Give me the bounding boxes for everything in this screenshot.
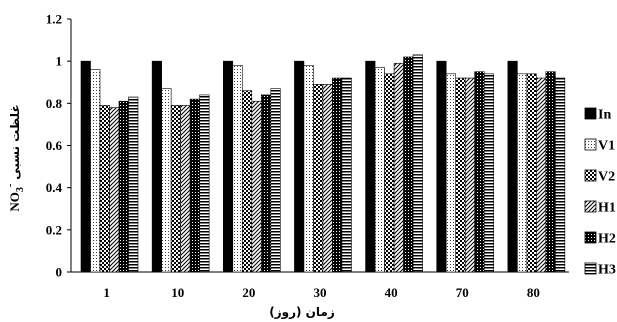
bar-in-80 — [507, 60, 518, 273]
bar-h1-70 — [464, 77, 476, 273]
legend-label-h1: H1 — [598, 201, 616, 216]
bar-h3-1 — [128, 96, 139, 273]
y-tick-label: 0.4 — [46, 180, 63, 195]
legend-swatch-h2 — [584, 231, 597, 244]
legend-label-v1: V1 — [598, 139, 615, 154]
bar-v2-40 — [384, 73, 395, 273]
y-tick-label: 1.2 — [46, 12, 62, 27]
bar-v1-80 — [517, 73, 528, 273]
bar-h1-10 — [180, 105, 191, 273]
bar-h2-10 — [189, 98, 200, 273]
y-tick-label: 1 — [56, 54, 63, 69]
bar-h2-80 — [545, 71, 556, 273]
bar-v1-1 — [90, 69, 101, 273]
bar-group — [80, 54, 566, 273]
x-axis-ticks: 1 10 20 30 40 70 80 — [103, 285, 540, 300]
x-tick-label: 80 — [527, 285, 540, 300]
bar-in-10 — [151, 60, 162, 273]
bar-in-1 — [80, 60, 91, 273]
y-axis-title-text: غلظت نسبی — [8, 104, 22, 179]
x-tick-label: 30 — [314, 285, 327, 300]
bar-in-70 — [436, 60, 447, 273]
y-axis-ticks: 0 0.2 0.4 0.6 0.8 1 1.2 — [46, 12, 71, 280]
bar-in-30 — [294, 60, 305, 273]
bar-h3-30 — [341, 77, 352, 273]
bar-in-20 — [222, 60, 234, 273]
bar-v2-1 — [99, 105, 110, 273]
bar-h2-1 — [118, 100, 129, 273]
bar-v2-10 — [170, 105, 181, 273]
bar-in-40 — [365, 60, 376, 273]
y-tick-label: 0 — [56, 265, 63, 280]
bar-h3-20 — [270, 88, 281, 273]
bar-h2-40 — [403, 56, 414, 273]
y-axis-title-superscript: - — [5, 184, 16, 187]
legend-swatch-h1 — [584, 200, 597, 213]
x-tick-label: 40 — [385, 285, 398, 300]
bar-h1-40 — [393, 62, 404, 273]
legend-label-v2: V2 — [598, 170, 615, 185]
bar-v2-80 — [526, 73, 537, 273]
bar-v1-70 — [445, 73, 457, 273]
bar-h3-70 — [483, 73, 495, 273]
x-tick-label: 20 — [242, 285, 255, 300]
x-tick-label: 1 — [103, 285, 110, 300]
x-axis-title: زمان (روز) — [269, 305, 335, 320]
bar-v1-10 — [161, 88, 172, 273]
y-tick-label: 0.2 — [46, 222, 62, 237]
bar-v1-30 — [303, 65, 314, 273]
legend-swatch-in — [584, 107, 597, 120]
bar-v2-20 — [241, 90, 253, 273]
legend-label-in: In — [598, 108, 611, 123]
y-axis-title: NO3- غلظت نسبی — [5, 104, 26, 211]
y-axis-title-formula: NO — [7, 192, 22, 212]
bar-v2-30 — [313, 84, 324, 273]
y-tick-label: 0.6 — [46, 138, 63, 153]
legend-swatch-v1 — [584, 138, 597, 151]
bar-h3-10 — [199, 94, 210, 273]
x-tick-label: 70 — [456, 285, 469, 300]
legend-swatch-h3 — [584, 262, 597, 275]
legend-label-h2: H2 — [598, 232, 616, 247]
bar-h1-80 — [536, 77, 547, 273]
svg-text:NO3-غلظت نسبی: NO3- غلظت نسبی — [5, 104, 26, 211]
bar-v1-40 — [374, 67, 385, 273]
x-tick-label: 10 — [171, 285, 184, 300]
bar-h2-30 — [332, 77, 343, 273]
bar-h3-40 — [412, 54, 423, 273]
legend: In V1 V2 H1 H2 H3 — [584, 107, 616, 278]
y-tick-label: 0.8 — [46, 96, 63, 111]
bar-h2-70 — [474, 71, 485, 273]
y-axis-title-subscript: 3 — [15, 187, 26, 192]
bar-h2-20 — [260, 94, 272, 273]
bar-h3-80 — [555, 77, 566, 273]
bar-h1-20 — [251, 100, 262, 273]
bar-h1-30 — [322, 84, 333, 273]
bar-v1-20 — [232, 65, 243, 273]
bar-v2-70 — [455, 77, 466, 273]
legend-swatch-v2 — [584, 169, 597, 182]
bar-h1-1 — [109, 107, 120, 273]
legend-label-h3: H3 — [598, 263, 616, 278]
